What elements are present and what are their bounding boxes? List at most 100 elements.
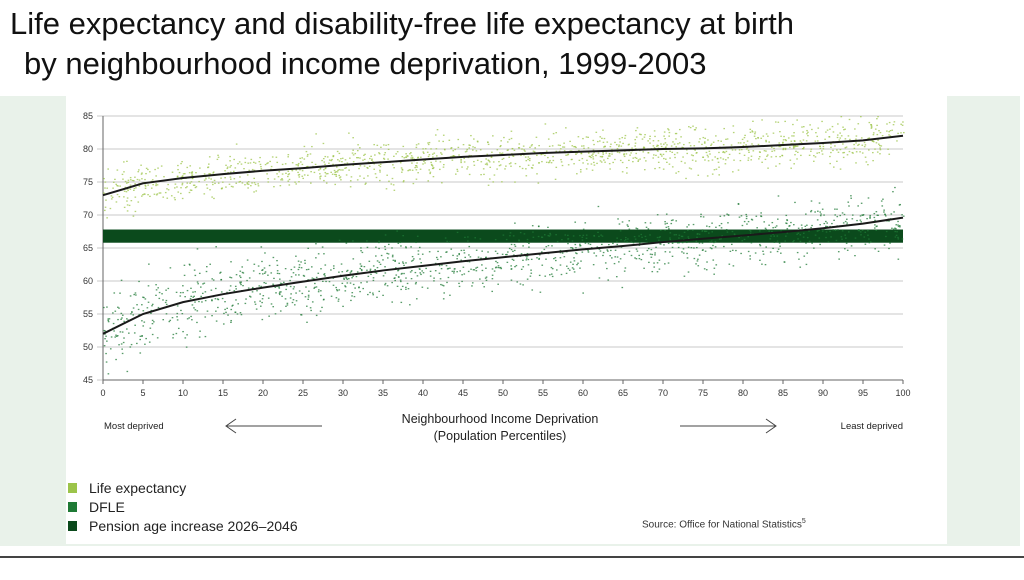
dfle-point	[300, 267, 303, 269]
dfle-point	[376, 266, 379, 269]
dfle-point	[129, 346, 132, 348]
dfle-point	[375, 272, 378, 274]
le-point	[363, 158, 366, 161]
le-point	[244, 161, 247, 164]
dfle-point	[874, 224, 876, 226]
dfle-point	[644, 222, 647, 224]
y-tick-label: 70	[83, 210, 93, 220]
dfle-point	[236, 313, 239, 315]
dfle-point	[640, 258, 643, 261]
le-point	[657, 161, 660, 164]
dfle-point	[344, 290, 347, 292]
dfle-point	[112, 312, 114, 314]
dfle-point	[172, 337, 174, 339]
dfle-point	[548, 235, 551, 237]
dfle-point	[440, 268, 443, 270]
dfle-point	[350, 270, 353, 273]
dfle-point	[875, 229, 878, 232]
dfle-point	[606, 249, 609, 251]
dfle-point	[497, 283, 499, 285]
dfle-point	[875, 225, 878, 228]
dfle-point	[359, 290, 361, 293]
le-point	[803, 146, 805, 149]
le-point	[334, 171, 337, 174]
le-point	[142, 194, 144, 196]
le-point	[366, 166, 368, 169]
le-point	[816, 152, 818, 154]
dfle-point	[883, 244, 886, 246]
le-point	[401, 155, 404, 158]
le-point	[416, 162, 418, 164]
dfle-point	[379, 263, 382, 265]
le-point	[422, 152, 425, 154]
dfle-point	[525, 255, 527, 257]
dfle-point	[888, 220, 890, 222]
le-point	[352, 137, 354, 139]
dfle-point	[515, 264, 518, 267]
le-point	[839, 137, 842, 139]
dfle-point	[892, 191, 894, 193]
le-point	[668, 131, 671, 134]
dfle-point	[263, 267, 266, 269]
le-point	[741, 138, 744, 141]
dfle-point	[110, 336, 113, 338]
le-point	[338, 152, 341, 155]
le-point	[582, 137, 584, 140]
le-point	[267, 181, 270, 183]
y-tick-label: 55	[83, 309, 93, 319]
le-point	[311, 145, 313, 148]
dfle-point	[755, 215, 758, 217]
dfle-point	[332, 284, 335, 286]
dfle-point	[819, 211, 822, 213]
dfle-point	[635, 227, 638, 229]
dfle-point	[451, 270, 454, 273]
le-point	[619, 141, 621, 143]
le-point	[410, 157, 412, 159]
le-point	[684, 162, 686, 164]
le-point	[685, 177, 687, 180]
dfle-point	[858, 229, 861, 232]
le-point	[271, 156, 274, 158]
dfle-point	[790, 221, 792, 224]
dfle-point	[523, 233, 526, 235]
dfle-point	[525, 257, 528, 259]
dfle-point	[814, 234, 817, 236]
dfle-point	[324, 264, 327, 266]
le-point	[411, 162, 413, 164]
le-point	[557, 144, 560, 146]
le-point	[352, 161, 355, 163]
le-point	[487, 159, 490, 161]
le-point	[510, 165, 512, 167]
le-point	[637, 159, 640, 161]
le-point	[601, 155, 604, 158]
dfle-point	[505, 253, 507, 256]
le-point	[160, 165, 163, 167]
le-point	[359, 165, 362, 167]
dfle-point	[151, 323, 154, 325]
dfle-point	[773, 241, 776, 244]
dfle-point	[491, 278, 494, 280]
dfle-point	[194, 301, 196, 303]
dfle-point	[797, 238, 799, 240]
dfle-point	[188, 263, 191, 265]
dfle-point	[819, 243, 821, 246]
le-point	[599, 155, 602, 158]
dfle-point	[384, 272, 387, 274]
le-point	[374, 154, 376, 156]
dfle-point	[582, 292, 584, 294]
le-point	[164, 191, 167, 194]
dfle-point	[298, 266, 301, 269]
le-point	[626, 172, 628, 174]
le-point	[764, 158, 767, 161]
dfle-point	[483, 286, 486, 288]
le-point	[253, 169, 256, 171]
dfle-point	[446, 281, 448, 284]
le-point	[845, 146, 848, 148]
dfle-point	[344, 286, 347, 288]
dfle-point	[499, 266, 502, 269]
dfle-point	[449, 267, 451, 269]
le-point	[604, 161, 606, 163]
dfle-point	[802, 232, 805, 234]
le-point	[658, 167, 661, 169]
le-point	[430, 148, 432, 150]
